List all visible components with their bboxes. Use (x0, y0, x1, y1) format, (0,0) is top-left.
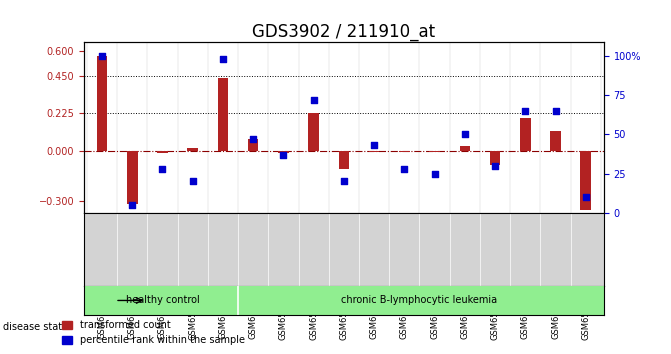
Legend: transformed count, percentile rank within the sample: transformed count, percentile rank withi… (58, 316, 249, 349)
Bar (490, 151, 501, 165)
Point (278, 152, 289, 158)
Point (520, 108, 531, 113)
Text: chronic B-lymphocytic leukemia: chronic B-lymphocytic leukemia (342, 296, 497, 306)
Point (248, 136, 258, 142)
Point (550, 108, 561, 113)
Bar (369, 151, 379, 152)
Bar (309, 114, 319, 151)
Point (308, 97, 319, 102)
Bar (520, 119, 531, 151)
Bar (217, 78, 228, 151)
Bar (460, 146, 470, 151)
Point (460, 131, 470, 137)
Point (580, 194, 591, 200)
Point (490, 163, 501, 169)
Point (369, 142, 380, 148)
Bar (278, 151, 289, 153)
Bar (339, 151, 349, 170)
Point (429, 171, 440, 176)
Bar (97, 56, 107, 151)
Bar (429, 151, 440, 152)
Bar (157, 151, 168, 153)
Text: healthy control: healthy control (125, 296, 199, 306)
Point (217, 56, 228, 62)
Point (97, 53, 107, 58)
Bar (248, 139, 258, 151)
Point (187, 178, 198, 184)
Point (127, 202, 138, 208)
Bar (127, 151, 138, 205)
Point (338, 178, 349, 184)
Bar (550, 131, 561, 151)
Bar (580, 151, 591, 210)
Point (157, 166, 168, 172)
Bar (187, 148, 198, 151)
Title: GDS3902 / 211910_at: GDS3902 / 211910_at (252, 23, 435, 41)
Point (399, 166, 410, 172)
Bar (399, 151, 410, 152)
Text: disease state: disease state (3, 322, 68, 332)
